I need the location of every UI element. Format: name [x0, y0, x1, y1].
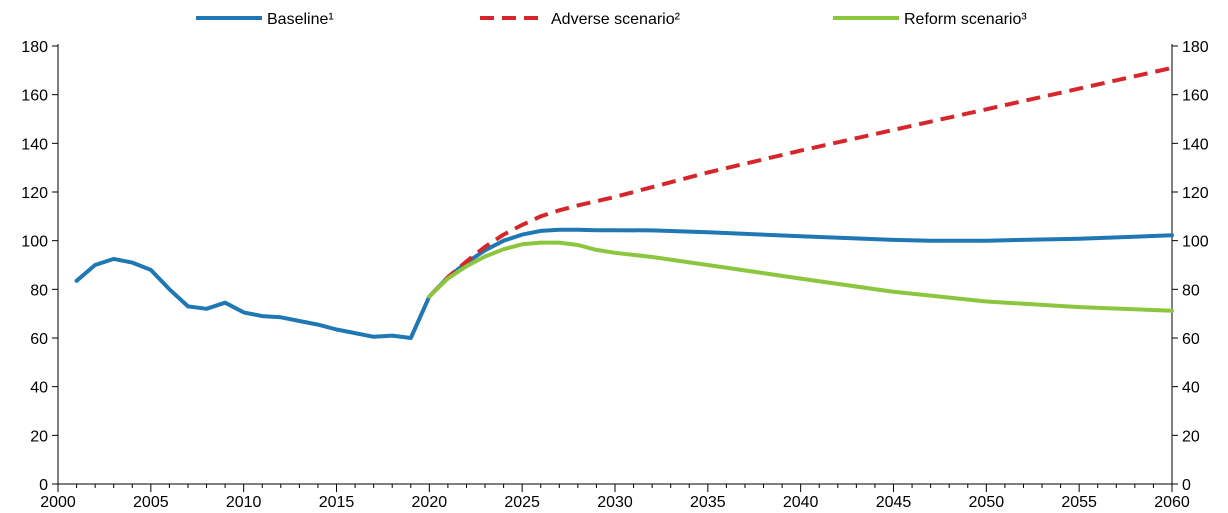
y-tick-label-left: 0: [39, 477, 48, 494]
series-line-1: [427, 65, 1173, 298]
series-line-2: [427, 240, 1174, 313]
y-tick-label-right: 60: [1182, 331, 1200, 348]
y-tick-label-left: 140: [21, 136, 48, 153]
series-layer: [74, 65, 1174, 340]
y-tick-label-left: 180: [21, 39, 48, 56]
x-tick-label: 2010: [226, 494, 262, 511]
y-tick-label-right: 80: [1182, 282, 1200, 299]
y-tick-label-right: 100: [1182, 234, 1209, 251]
x-tick-label: 2000: [40, 494, 76, 511]
x-tick-label: 2030: [597, 494, 633, 511]
legend: Baseline¹ Adverse scenario² Reform scenari…: [196, 11, 1027, 28]
x-tick-label: 2050: [969, 494, 1005, 511]
y-tick-label-right: 0: [1182, 477, 1191, 494]
y-tick-label-right: 180: [1182, 39, 1209, 56]
x-tick-label: 2060: [1154, 494, 1190, 511]
y-tick-label-left: 120: [21, 185, 48, 202]
y-tick-label-right: 160: [1182, 88, 1209, 105]
legend-label-2: Reform scenario³: [904, 11, 1027, 28]
x-tick-label: 2005: [133, 494, 169, 511]
y-tick-label-left: 40: [30, 380, 48, 397]
y-tick-label-left: 60: [30, 331, 48, 348]
legend-label-1: Adverse scenario²: [551, 11, 681, 28]
x-tick-label: 2035: [690, 494, 726, 511]
legend-label-0: Baseline¹: [267, 11, 334, 28]
y-tick-label-right: 120: [1182, 185, 1209, 202]
y-tick-label-left: 160: [21, 88, 48, 105]
x-tick-label: 2020: [412, 494, 448, 511]
x-tick-label: 2040: [783, 494, 819, 511]
y-tick-label-left: 20: [30, 428, 48, 445]
x-tick-label: 2015: [319, 494, 355, 511]
x-tick-label: 2045: [876, 494, 912, 511]
series-line-0: [74, 227, 1174, 340]
x-tick-label: 2025: [504, 494, 540, 511]
y-tick-label-right: 140: [1182, 136, 1209, 153]
x-tick-label: 2055: [1061, 494, 1097, 511]
y-tick-label-left: 100: [21, 234, 48, 251]
y-tick-label-right: 20: [1182, 428, 1200, 445]
y-tick-label-left: 80: [30, 282, 48, 299]
y-tick-label-right: 40: [1182, 380, 1200, 397]
